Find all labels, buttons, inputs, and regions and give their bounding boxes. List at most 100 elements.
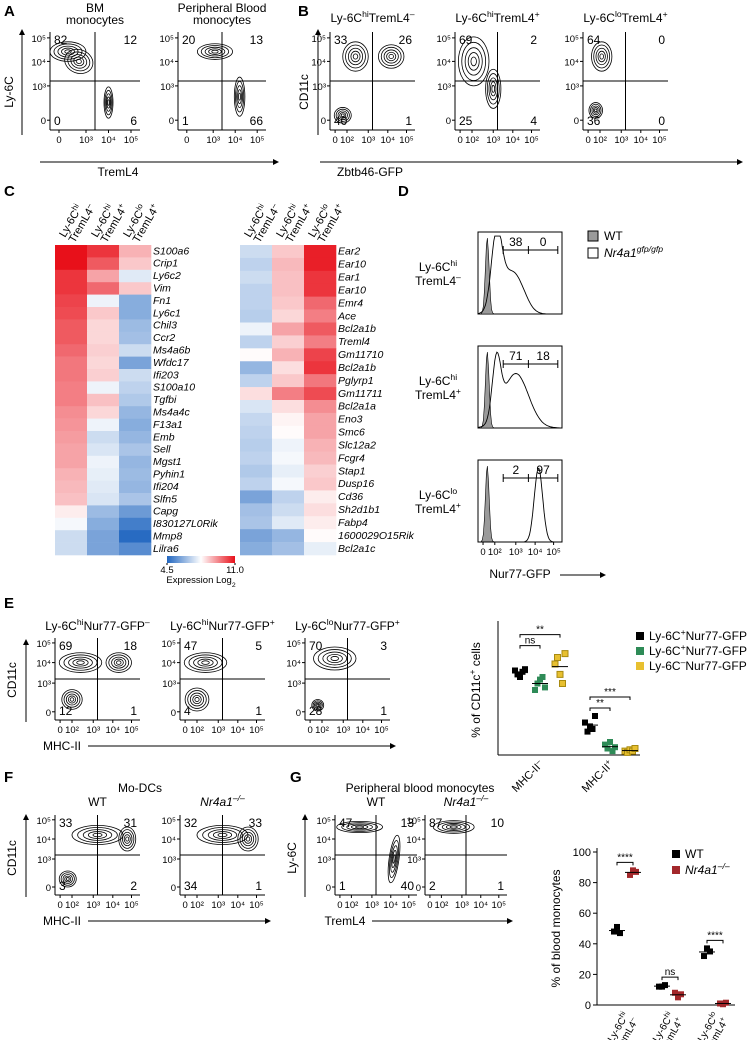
data-point: [672, 989, 678, 996]
heatmap-cell: [55, 257, 88, 271]
heatmap-cell: [240, 412, 273, 427]
colorbar-title: Expression Log2: [166, 575, 235, 589]
heatmap-cell: [87, 493, 120, 506]
gene-label: Slc12a2: [338, 439, 376, 451]
label-part: Peripheral Blood: [178, 1, 267, 15]
contour: [388, 53, 394, 60]
quadrant-value: 34: [184, 879, 198, 893]
plot-title: Nr4a1–/–: [200, 793, 245, 809]
heatmap-cell: [55, 542, 88, 556]
y-tick-label: 0: [41, 116, 46, 127]
gene-label: Smc6: [338, 427, 365, 439]
x-axis-label: Zbtb46-GFP: [337, 165, 403, 179]
y-tick-label: 10⁴: [564, 57, 579, 68]
y-axis-label: CD11c: [297, 74, 311, 110]
heatmap-cell: [272, 283, 305, 297]
y-tick-label: 10⁵: [31, 34, 46, 45]
quadrant-value: 2: [130, 879, 137, 893]
heatmap-cell: [304, 412, 337, 427]
heatmap-cell: [272, 451, 305, 465]
sig-bracket: [661, 976, 679, 981]
y-tick-label: 0: [585, 1000, 591, 1012]
legend-label: Nr4a1–/–: [685, 861, 730, 877]
data-point: [662, 982, 668, 989]
gate-value: 71: [509, 349, 523, 363]
contour: [87, 831, 108, 839]
contour: [316, 703, 320, 707]
hist-wt: [478, 466, 562, 543]
hist-wt: [478, 238, 562, 315]
gene-label: Ear2: [338, 246, 360, 258]
x-tick-label: 10⁵: [374, 725, 389, 736]
label-part: +: [467, 670, 477, 675]
label-part: hi: [202, 617, 209, 627]
heatmap-cell: [240, 516, 273, 530]
contour: [62, 874, 73, 884]
contour: [76, 660, 85, 665]
x-tick-label: 10⁴: [105, 725, 120, 736]
label-part: hi: [616, 1009, 627, 1019]
quadrant-value: 33: [249, 816, 263, 830]
label-part: WT: [367, 795, 386, 809]
y-tick-label: 0: [171, 708, 176, 719]
quadrant-value: 13: [250, 33, 264, 47]
heatmap-cell: [55, 455, 88, 469]
quadrant-value: 36: [587, 114, 601, 128]
label-part: Nr4a1: [685, 863, 718, 877]
heatmap-cell: [87, 455, 120, 469]
sig-label: **: [536, 625, 544, 636]
heatmap-cell: [119, 331, 152, 345]
contour: [104, 89, 113, 116]
quadrant-value: 12: [124, 33, 138, 47]
contour: [65, 693, 79, 706]
heatmap-cell: [119, 480, 152, 494]
heatmap-cell: [304, 283, 337, 297]
heatmap-cell: [272, 400, 305, 414]
sig-label: ns: [525, 636, 536, 647]
gene-label: Bcl2a1b: [338, 362, 376, 374]
y-tick-label: 20: [579, 969, 591, 981]
y-axis-label: Ly-6C: [285, 842, 299, 874]
heatmap-cell: [55, 493, 88, 506]
contour: [200, 45, 230, 59]
y-axis-label: Ly-6C: [2, 76, 16, 108]
panel-letter: G: [290, 769, 302, 786]
contour: [488, 77, 498, 101]
heatmap-cell: [87, 331, 120, 345]
data-point: [522, 666, 528, 673]
x-tick-label: 10³: [455, 900, 469, 911]
label-part: Nur77-GFP: [686, 644, 747, 658]
heatmap-cell: [272, 348, 305, 362]
sig-label: ****: [617, 852, 633, 863]
label-part: hi: [487, 9, 494, 19]
contour: [58, 870, 77, 888]
contour: [188, 654, 223, 671]
x-axis-label: MHC-II: [43, 739, 81, 753]
gate-value: 18: [536, 349, 550, 363]
heatmap-cell: [119, 269, 152, 283]
heatmap-cell: [304, 464, 337, 478]
contour: [386, 51, 397, 62]
contour: [432, 820, 475, 834]
contour: [590, 103, 602, 117]
heatmap-cell: [87, 269, 120, 283]
y-axis-label: Ly-6C: [2, 76, 16, 108]
plot-title: Ly-6CloTremL4+: [583, 9, 667, 25]
contour: [243, 834, 253, 844]
gene-label: Ly6c1: [153, 307, 181, 319]
x-tick-label: 10⁴: [105, 900, 120, 911]
heatmap-cell: [87, 344, 120, 357]
legend-swatch: [587, 247, 599, 259]
label-part: gfp/gfp: [637, 244, 664, 254]
label-part: Ly-6C: [583, 11, 615, 25]
y-tick-label: 80: [579, 878, 591, 890]
panel-letter: D: [398, 183, 409, 200]
x-tick-label: 10²: [345, 900, 359, 911]
contour: [437, 821, 471, 833]
sig-bracket: [706, 939, 724, 944]
label-part: +: [332, 201, 342, 210]
row-label: Ly-6Chi: [419, 258, 457, 274]
y-tick-label: 10³: [437, 82, 451, 93]
